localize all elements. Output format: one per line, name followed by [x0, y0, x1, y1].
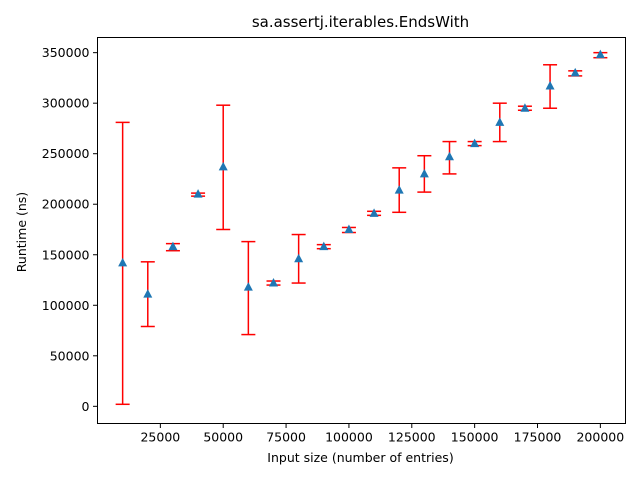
x-tick-label: 100000 — [325, 430, 373, 445]
y-tick-label: 150000 — [42, 247, 90, 262]
data-point — [445, 151, 454, 161]
data-point — [193, 189, 203, 198]
data-point — [419, 168, 429, 178]
x-axis-label: Input size (number of entries) — [267, 450, 453, 465]
data-point — [495, 117, 505, 126]
data-point — [394, 185, 404, 194]
x-tick-label: 75000 — [266, 430, 306, 445]
x-tick-label: 150000 — [451, 430, 499, 445]
data-point — [470, 138, 480, 148]
data-point — [545, 81, 555, 90]
y-tick-label: 0 — [82, 399, 90, 414]
y-tick-label: 100000 — [42, 298, 90, 313]
x-tick-label: 175000 — [514, 430, 562, 445]
data-point — [520, 103, 530, 112]
data-point — [143, 289, 153, 298]
x-tick-label: 25000 — [140, 430, 180, 445]
plot-area — [115, 49, 608, 406]
data-point — [319, 241, 329, 251]
y-tick-label: 50000 — [50, 348, 90, 363]
x-axis-ticks: 25000 50000 75000 100000 125000 150000 175000 2… — [140, 423, 624, 445]
y-tick-label: 250000 — [42, 146, 90, 161]
data-point — [294, 253, 304, 263]
data-point — [570, 67, 580, 77]
plot-frame — [97, 37, 626, 424]
chart-title: sa.assertj.iterables.EndsWith — [252, 13, 469, 31]
y-tick-label: 200000 — [42, 197, 90, 212]
data-point — [595, 49, 605, 59]
x-tick-label: 50000 — [203, 430, 243, 445]
data-point — [269, 278, 278, 287]
y-tick-label: 350000 — [42, 45, 90, 60]
data-point — [118, 257, 128, 267]
data-point — [243, 282, 253, 291]
x-tick-label: 200000 — [576, 430, 624, 445]
data-point — [218, 161, 228, 171]
data-point — [369, 208, 379, 217]
x-tick-label: 125000 — [388, 430, 436, 445]
y-tick-label: 300000 — [42, 96, 90, 111]
y-axis-label: Runtime (ns) — [14, 192, 29, 272]
data-point — [168, 241, 178, 251]
y-axis-ticks: 0 50000 100000 150000 200000 250000 300000 3500… — [42, 45, 98, 414]
data-point — [344, 224, 354, 233]
